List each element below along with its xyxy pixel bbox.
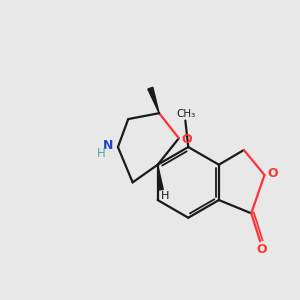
Text: H: H xyxy=(161,191,169,201)
Polygon shape xyxy=(158,165,163,190)
Text: O: O xyxy=(256,243,267,256)
Text: O: O xyxy=(182,133,192,146)
Polygon shape xyxy=(148,87,159,113)
Text: O: O xyxy=(267,167,278,180)
Text: H: H xyxy=(97,147,105,160)
Text: CH₃: CH₃ xyxy=(176,109,196,119)
Text: N: N xyxy=(103,139,114,152)
